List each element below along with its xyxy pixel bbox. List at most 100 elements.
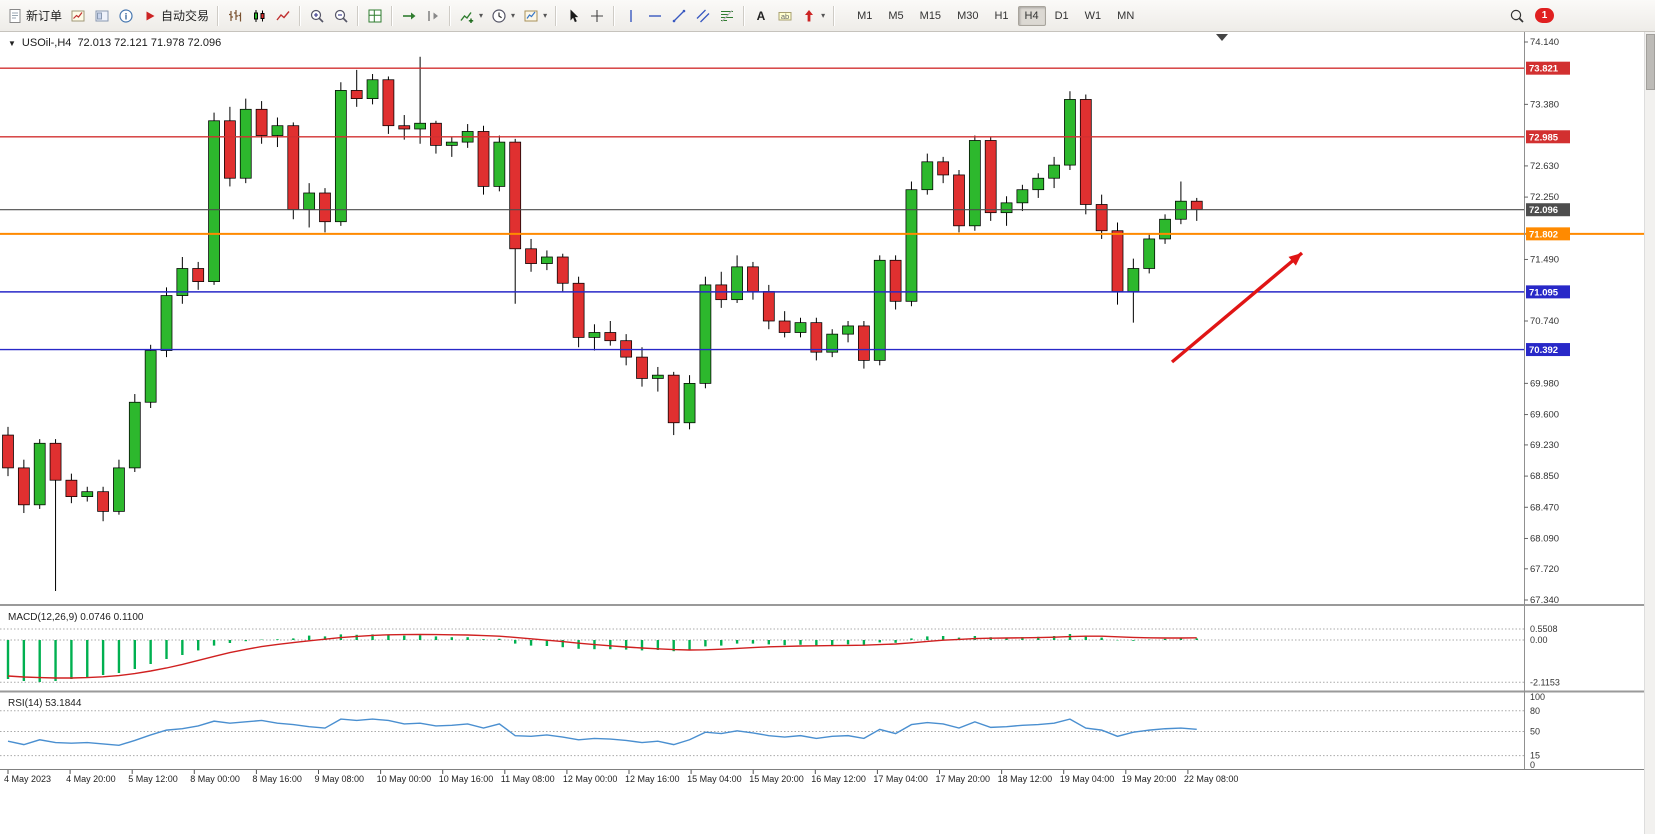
timeframe-M15[interactable]: M15: [919, 9, 942, 22]
timeframe-group: M1 M5 M15 M30 H1 H4 D1 W1 MN: [849, 5, 1142, 26]
indicators-list-button[interactable]: ▾: [456, 4, 486, 27]
candle: [984, 137, 997, 221]
trend-arrow-annotation[interactable]: [1170, 251, 1304, 364]
market-watch-button[interactable]: i: [115, 4, 137, 27]
candle: [17, 459, 30, 514]
candle: [541, 250, 553, 271]
svg-text:69.230: 69.230: [1530, 440, 1559, 451]
svg-text:17 May 04:00: 17 May 04:00: [873, 774, 928, 784]
candle: [921, 153, 934, 195]
candle: [366, 74, 379, 105]
chart-shift-button[interactable]: [422, 4, 444, 27]
candle: [128, 394, 141, 472]
profiles-button[interactable]: [91, 4, 113, 27]
chart-canvas[interactable]: 74.140 73.380 72.630 72.250 71.490 70.740 69.9…: [0, 32, 1655, 802]
candle: [97, 486, 109, 522]
timeframe-H4[interactable]: H4: [1017, 5, 1046, 26]
svg-text:15 May 20:00: 15 May 20:00: [749, 774, 804, 784]
svg-text:68.850: 68.850: [1530, 471, 1559, 482]
price-badge-73.821: 73.821: [1526, 61, 1570, 75]
dropdown-caret-icon[interactable]: ▾: [479, 11, 484, 20]
periods-list-button[interactable]: ▾: [488, 4, 518, 27]
candle: [968, 135, 981, 231]
timeframe-W1[interactable]: W1: [1084, 9, 1102, 22]
svg-text:19 May 20:00: 19 May 20:00: [1122, 774, 1177, 784]
svg-text:72.630: 72.630: [1530, 161, 1559, 172]
svg-text:100: 100: [1530, 692, 1545, 702]
candle: [1159, 214, 1171, 244]
svg-text:71.802: 71.802: [1529, 229, 1558, 240]
arrows-tool-button[interactable]: ▾: [798, 4, 828, 27]
candle: [493, 135, 506, 192]
auto-trading-label: 自动交易: [161, 9, 210, 23]
candle: [842, 321, 854, 343]
notification-badge[interactable]: 1: [1535, 8, 1554, 23]
candle: [1143, 234, 1156, 274]
candle: [271, 117, 284, 148]
zoom-in-button[interactable]: [306, 4, 328, 27]
horizontal-line-tool-button[interactable]: [644, 4, 666, 27]
dropdown-caret-icon[interactable]: ▾: [821, 11, 826, 20]
candle: [414, 56, 426, 144]
zoom-in-icon: [310, 9, 324, 23]
toolbar-divider: [449, 5, 452, 26]
channel-tool-button[interactable]: [692, 4, 714, 27]
new-order-button[interactable]: 新订单: [4, 4, 65, 27]
timeframe-M5[interactable]: M5: [888, 9, 904, 22]
price-badge-72.096: 72.096: [1526, 203, 1570, 217]
crosshair-tool-button[interactable]: [586, 4, 608, 27]
trendline-icon: [672, 9, 686, 22]
candle: [572, 276, 585, 348]
rsi-label: RSI(14) 53.1844: [8, 698, 82, 709]
vertical-scrollbar[interactable]: [1644, 32, 1655, 834]
timeframe-D1[interactable]: D1: [1054, 9, 1069, 22]
trendline-tool-button[interactable]: [668, 4, 690, 27]
svg-text:4 May 20:00: 4 May 20:00: [66, 774, 116, 784]
candle: [160, 287, 173, 358]
templates-button[interactable]: ▾: [520, 4, 550, 27]
candles-layer: [2, 56, 1203, 591]
text-tool-button[interactable]: A: [750, 4, 772, 27]
vline-icon: [630, 9, 632, 22]
auto-trading-button[interactable]: 自动交易: [139, 4, 212, 27]
dropdown-caret-icon[interactable]: ▾: [511, 11, 516, 20]
timeframe-H1[interactable]: H1: [994, 9, 1009, 22]
macd-signal-line: [7, 633, 1197, 679]
auto-trading-icon: [146, 11, 155, 20]
candle: [144, 344, 157, 408]
toolbar-divider: [299, 5, 302, 26]
svg-text:69.600: 69.600: [1530, 410, 1559, 421]
line-chart-mode-button[interactable]: [272, 4, 294, 27]
candle: [33, 439, 46, 509]
timeframe-MN[interactable]: MN: [1117, 9, 1135, 22]
candlestick-mode-button[interactable]: [248, 4, 270, 27]
tile-windows-button[interactable]: [364, 4, 386, 27]
text-label-tool-button[interactable]: ab: [774, 4, 796, 27]
svg-text:69.980: 69.980: [1530, 378, 1559, 389]
chart-collapse-icon[interactable]: ▼: [8, 38, 16, 48]
fibonacci-tool-button[interactable]: [716, 4, 738, 27]
cursor-tool-button[interactable]: [562, 4, 584, 27]
auto-scroll-button[interactable]: [398, 4, 420, 27]
new-order-icon: [9, 8, 21, 23]
vertical-line-tool-button[interactable]: [620, 4, 642, 27]
svg-text:8 May 00:00: 8 May 00:00: [190, 774, 240, 784]
candle: [1000, 196, 1013, 226]
bar-chart-mode-button[interactable]: [224, 4, 246, 27]
chart-window-button[interactable]: [67, 4, 89, 27]
dropdown-caret-icon[interactable]: ▾: [543, 11, 548, 20]
svg-text:A: A: [757, 9, 766, 23]
scrollbar-thumb[interactable]: [1646, 34, 1655, 90]
timeframe-M30[interactable]: M30: [957, 9, 979, 22]
search-button[interactable]: [1506, 4, 1528, 27]
timeframe-M1[interactable]: M1: [857, 9, 873, 22]
zoom-out-button[interactable]: [330, 4, 352, 27]
svg-text:10 May 00:00: 10 May 00:00: [377, 774, 432, 784]
chart-shift-marker[interactable]: [1216, 34, 1228, 41]
svg-text:0.00: 0.00: [1530, 635, 1548, 645]
macd-label: MACD(12,26,9) 0.0746 0.1100: [8, 612, 144, 623]
toolbar-divider: [743, 5, 746, 26]
svg-text:68.470: 68.470: [1530, 502, 1559, 513]
candle: [445, 137, 458, 157]
